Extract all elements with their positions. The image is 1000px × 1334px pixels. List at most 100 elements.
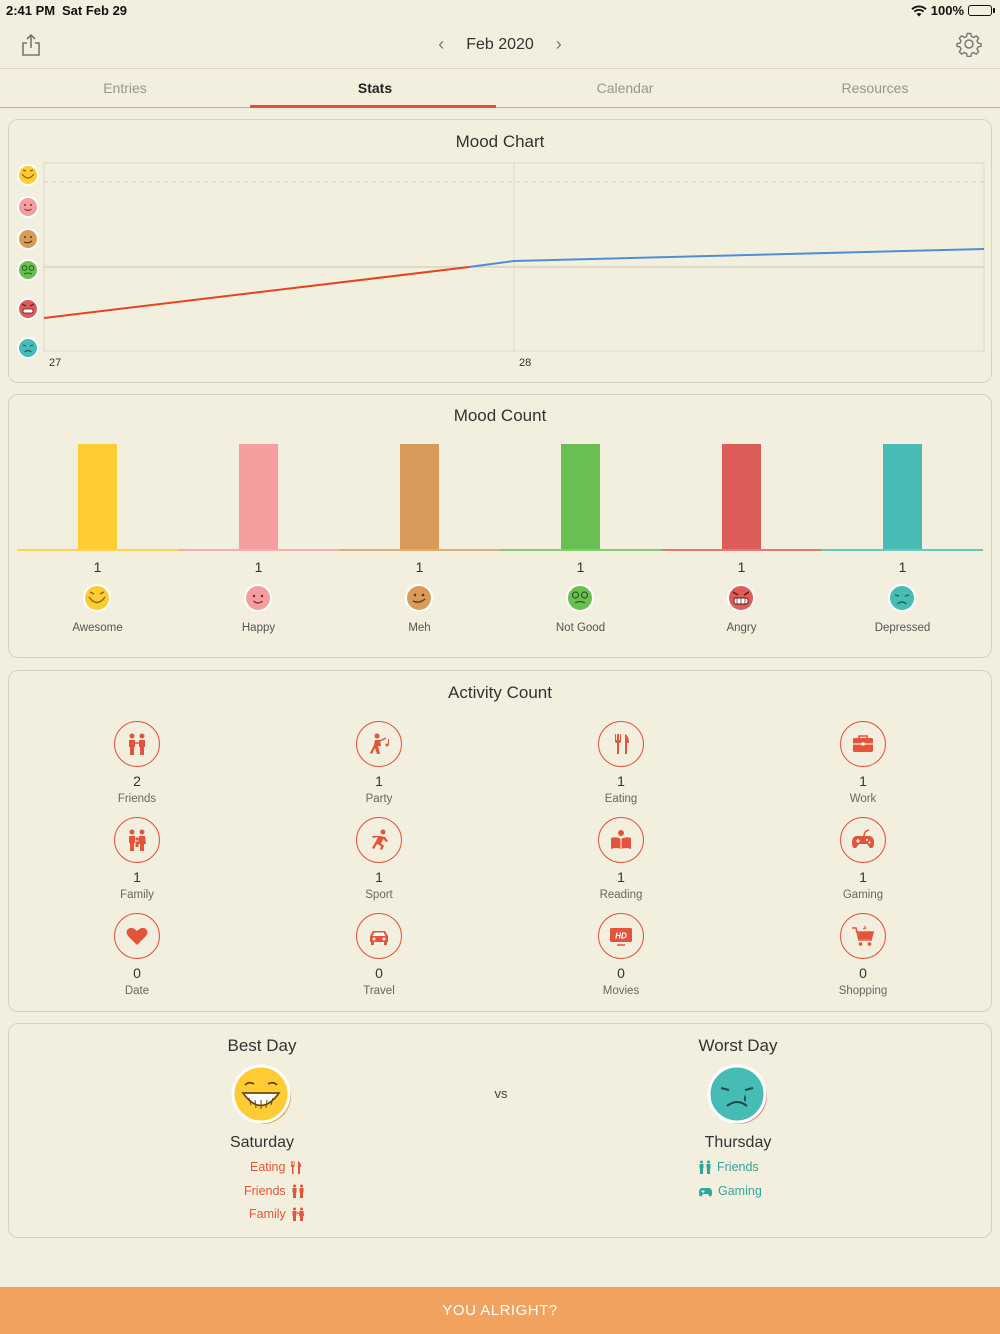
- x-label-28: 28: [519, 357, 531, 369]
- next-month-button[interactable]: ›: [555, 34, 562, 54]
- best-activity-family: Family: [249, 1207, 305, 1221]
- activity-label: Sport: [365, 889, 393, 901]
- best-activity-label: Friends: [244, 1184, 286, 1198]
- count-happy: 1: [254, 559, 263, 575]
- bar-angry: [722, 444, 761, 549]
- activity-sport[interactable]: 1 Sport: [299, 817, 459, 909]
- hd-icon: HD: [598, 913, 644, 959]
- eating-icon: [598, 721, 644, 767]
- battery-icon: [968, 5, 995, 16]
- car-icon: [356, 913, 402, 959]
- count-depressed: 1: [898, 559, 907, 575]
- best-day-name: Saturday: [229, 1134, 295, 1151]
- activity-movies[interactable]: HD 0 Movies: [541, 913, 701, 1005]
- reading-icon: [598, 817, 644, 863]
- activity-count-value: 0: [859, 965, 867, 981]
- activity-count-value: 1: [133, 869, 141, 885]
- mood-count-angry: 1 Angry: [661, 439, 822, 649]
- activity-label: Eating: [604, 793, 638, 805]
- mood-count-happy: 1 Happy: [178, 439, 339, 649]
- count-awesome: 1: [93, 559, 102, 575]
- wifi-icon: [911, 5, 927, 16]
- label-angry: Angry: [726, 622, 757, 634]
- gear-icon[interactable]: [956, 31, 982, 57]
- activity-eating[interactable]: 1 Eating: [541, 721, 701, 813]
- activity-label: Date: [124, 985, 150, 997]
- activity-gaming[interactable]: 1 Gaming: [783, 817, 943, 909]
- mood-count-depressed: 1 Depressed: [822, 439, 983, 649]
- bar-base-meh: [339, 549, 500, 551]
- not-good-face-icon: [566, 584, 594, 612]
- nav-bar: ‹ Feb 2020 ›: [0, 22, 1000, 68]
- best-activity-eating: Eating: [250, 1160, 302, 1174]
- activity-label: Friends: [117, 793, 157, 805]
- awesome-face-icon: [83, 584, 111, 612]
- best-worst-card: Best Day Saturday Eating Friends Family …: [8, 1023, 992, 1238]
- worst-day-title: Worst Day: [698, 1036, 778, 1055]
- bar-base-awesome: [17, 549, 178, 551]
- bar-happy: [239, 444, 278, 549]
- party-icon: [356, 721, 402, 767]
- angry-face-icon: [17, 298, 39, 320]
- activity-count-value: 1: [617, 869, 625, 885]
- activity-friends[interactable]: 2 Friends: [57, 721, 217, 813]
- happy-face-icon: [17, 196, 39, 218]
- activity-count-title: Activity Count: [448, 683, 552, 702]
- mood-count-awesome: 1 Awesome: [17, 439, 178, 649]
- bar-depressed: [883, 444, 922, 549]
- activity-date[interactable]: 0 Date: [57, 913, 217, 1005]
- activity-label: Gaming: [842, 889, 884, 901]
- activity-shopping[interactable]: 0 Shopping: [783, 913, 943, 1005]
- worst-activity-gaming: Gaming: [698, 1184, 762, 1198]
- activity-reading[interactable]: 1 Reading: [541, 817, 701, 909]
- cart-icon: [840, 913, 886, 959]
- activity-count-value: 0: [617, 965, 625, 981]
- battery-percent: 100%: [930, 3, 964, 18]
- activity-label: Family: [120, 889, 154, 901]
- activity-label: Travel: [363, 985, 395, 997]
- activity-travel[interactable]: 0 Travel: [299, 913, 459, 1005]
- best-activity-friends: Friends: [244, 1184, 305, 1198]
- awesome-face-icon: [17, 164, 39, 186]
- label-meh: Meh: [408, 622, 431, 634]
- label-happy: Happy: [241, 622, 276, 634]
- best-activity-label: Eating: [250, 1160, 286, 1174]
- activity-label: Movies: [602, 985, 640, 997]
- tab-entries[interactable]: Entries: [103, 80, 147, 96]
- tab-calendar[interactable]: Calendar: [596, 80, 654, 96]
- svg-text:HD: HD: [615, 932, 627, 941]
- prev-month-button[interactable]: ‹: [438, 34, 445, 54]
- mood-chart: 27 28: [17, 162, 985, 369]
- activity-family[interactable]: 1 Family: [57, 817, 217, 909]
- activity-work[interactable]: 1 Work: [783, 721, 943, 813]
- awesome-face-icon: [231, 1064, 291, 1124]
- best-activity-label: Family: [249, 1207, 286, 1221]
- friends-icon: [114, 721, 160, 767]
- share-icon[interactable]: [18, 32, 44, 58]
- bar-meh: [400, 444, 439, 549]
- depressed-face-icon: [888, 584, 916, 612]
- count-meh: 1: [415, 559, 424, 575]
- happy-face-icon: [244, 584, 272, 612]
- you-alright-button[interactable]: YOU ALRIGHT?: [0, 1287, 1000, 1334]
- friends-icon: [699, 1160, 711, 1174]
- worst-day-name: Thursday: [704, 1134, 772, 1151]
- activity-party[interactable]: 1 Party: [299, 721, 459, 813]
- angry-face-icon: [727, 584, 755, 612]
- status-right: 100%: [911, 3, 995, 18]
- best-day-title: Best Day: [227, 1036, 297, 1055]
- tab-resources[interactable]: Resources: [841, 80, 909, 96]
- activity-count-card: Activity Count 2 Friends 1 Party 1 Eatin…: [8, 670, 992, 1012]
- count-angry: 1: [737, 559, 746, 575]
- label-awesome: Awesome: [72, 622, 123, 634]
- count-not-good: 1: [576, 559, 585, 575]
- label-not-good: Not Good: [555, 622, 606, 634]
- sport-icon: [356, 817, 402, 863]
- mood-chart-card: Mood Chart: [8, 119, 992, 383]
- family-icon: [114, 817, 160, 863]
- work-icon: [840, 721, 886, 767]
- activity-label: Party: [365, 793, 393, 805]
- month-navigator: ‹ Feb 2020 ›: [0, 34, 1000, 55]
- not-good-face-icon: [17, 259, 39, 281]
- tab-stats[interactable]: Stats: [250, 69, 500, 108]
